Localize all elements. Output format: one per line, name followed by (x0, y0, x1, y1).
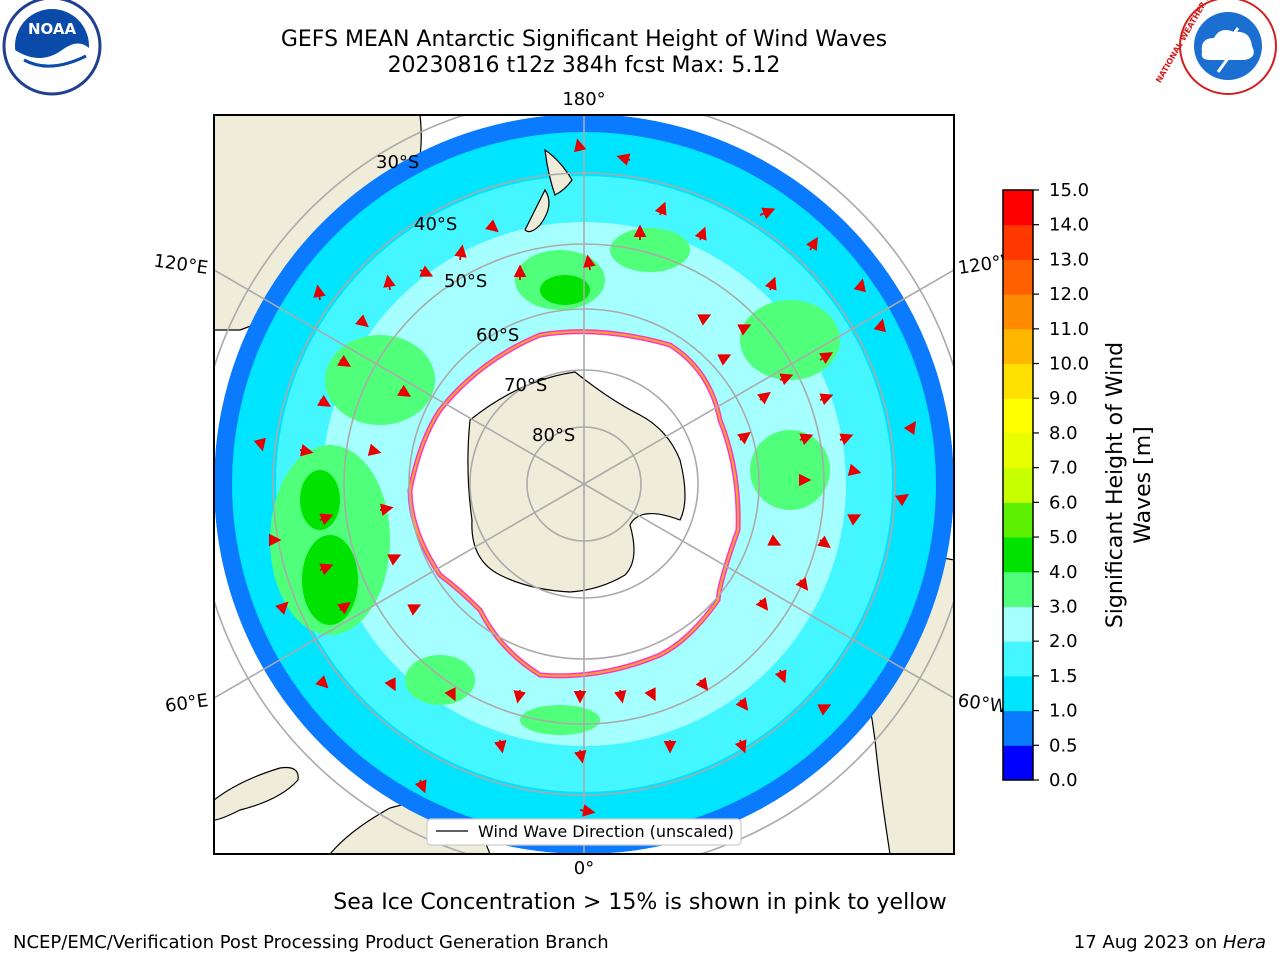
colorbar-segment (1003, 190, 1033, 226)
land-africa-madagascar (214, 766, 299, 821)
colorbar-tick-label: 9.0 (1049, 388, 1078, 409)
colorbar-tick-label: 1.5 (1049, 666, 1078, 687)
colorbar-segment (1003, 294, 1033, 330)
colorbar-segment (1003, 432, 1033, 469)
colorbar-segment (1003, 641, 1033, 677)
colorbar-segment (1003, 710, 1033, 746)
land-antarctica (467, 371, 686, 593)
colorbar-segment (1003, 537, 1033, 573)
colorbar-tick-label: 10.0 (1049, 354, 1089, 375)
lat-label: 80°S (532, 425, 575, 446)
footer-date: 17 Aug 2023 on Hera (1074, 932, 1266, 953)
graticule (214, 115, 954, 854)
colorbar-frame (1002, 189, 1034, 781)
legend-label: Wind Wave Direction (unscaled) (478, 822, 734, 841)
colorbar-segment (1003, 363, 1033, 399)
lat-label: 40°S (414, 214, 457, 235)
colorbar-tick-label: 15.0 (1049, 180, 1089, 201)
colorbar-segment (1003, 467, 1033, 503)
colorbar: 0.0 0.5 1.0 1.5 2.0 3.0 4.0 5.0 6.0 7.0 8.0 9.0 10.0… (1002, 180, 1089, 791)
wind-wave-arrows (253, 138, 916, 817)
footer-date-text: 17 Aug 2023 on (1073, 932, 1223, 953)
sea-ice-note: Sea Ice Concentration > 15% is shown in … (333, 890, 947, 915)
colorbar-segment (1003, 675, 1033, 712)
colorbar-segment (1003, 224, 1033, 260)
legend: Wind Wave Direction (unscaled) (426, 818, 742, 846)
land-new-zealand (524, 148, 573, 233)
colorbar-tick-label: 13.0 (1049, 249, 1089, 270)
nws-logo-icon: NATIONAL WEATHER SERVICE (1154, 0, 1277, 95)
lon-label-top: 180° (562, 89, 605, 110)
colorbar-tick-label: 7.0 (1049, 458, 1078, 479)
colorbar-tick-label: 1.0 (1049, 701, 1078, 722)
colorbar-tick-label: 12.0 (1049, 284, 1089, 305)
colorbar-tick-label: 6.0 (1049, 492, 1078, 513)
lon-label-60w: 60°W (956, 690, 1008, 718)
lat-label: 70°S (504, 375, 547, 396)
colorbar-segment (1003, 398, 1033, 434)
lat-label: 30°S (376, 152, 419, 173)
lat-label: 60°S (476, 325, 519, 346)
colorbar-segment (1003, 745, 1033, 781)
colorbar-label-line1: Significant Height of Wind (1103, 342, 1128, 628)
chart-title: GEFS MEAN Antarctic Significant Height o… (280, 27, 888, 52)
wave-height-3-4m (270, 228, 840, 735)
lon-label-120e: 120°E (152, 250, 209, 278)
footer-host: Hera (1222, 932, 1266, 953)
colorbar-label-line2: Waves [m] (1131, 426, 1156, 543)
colorbar-tick-label: 8.0 (1049, 423, 1078, 444)
colorbar-tick-label: 3.0 (1049, 596, 1078, 617)
map-frame (213, 114, 955, 855)
noaa-logo-icon: NOAA (2, 0, 102, 96)
colorbar-tick-label: 4.0 (1049, 562, 1078, 583)
colorbar-tick-label: 0.0 (1049, 770, 1078, 791)
noaa-logo-text: NOAA (28, 20, 77, 38)
footer-credit: NCEP/EMC/Verification Post Processing Pr… (13, 932, 609, 953)
colorbar-tick-label: 11.0 (1049, 319, 1089, 340)
chart-subtitle: 20230816 t12z 384h fcst Max: 5.12 (387, 53, 781, 78)
colorbar-tick-label: 5.0 (1049, 527, 1078, 548)
colorbar-segment (1003, 571, 1033, 607)
colorbar-segment (1003, 259, 1033, 295)
lon-label-bottom: 0° (574, 858, 594, 879)
lat-label: 50°S (444, 271, 487, 292)
colorbar-tick-label: 2.0 (1049, 631, 1078, 652)
colorbar-tick-label: 0.5 (1049, 735, 1078, 756)
colorbar-tick-label: 14.0 (1049, 215, 1089, 236)
lon-label-60e: 60°E (164, 690, 210, 717)
colorbar-segment (1003, 328, 1033, 365)
colorbar-segment (1003, 502, 1033, 538)
colorbar-segment (1003, 606, 1033, 642)
